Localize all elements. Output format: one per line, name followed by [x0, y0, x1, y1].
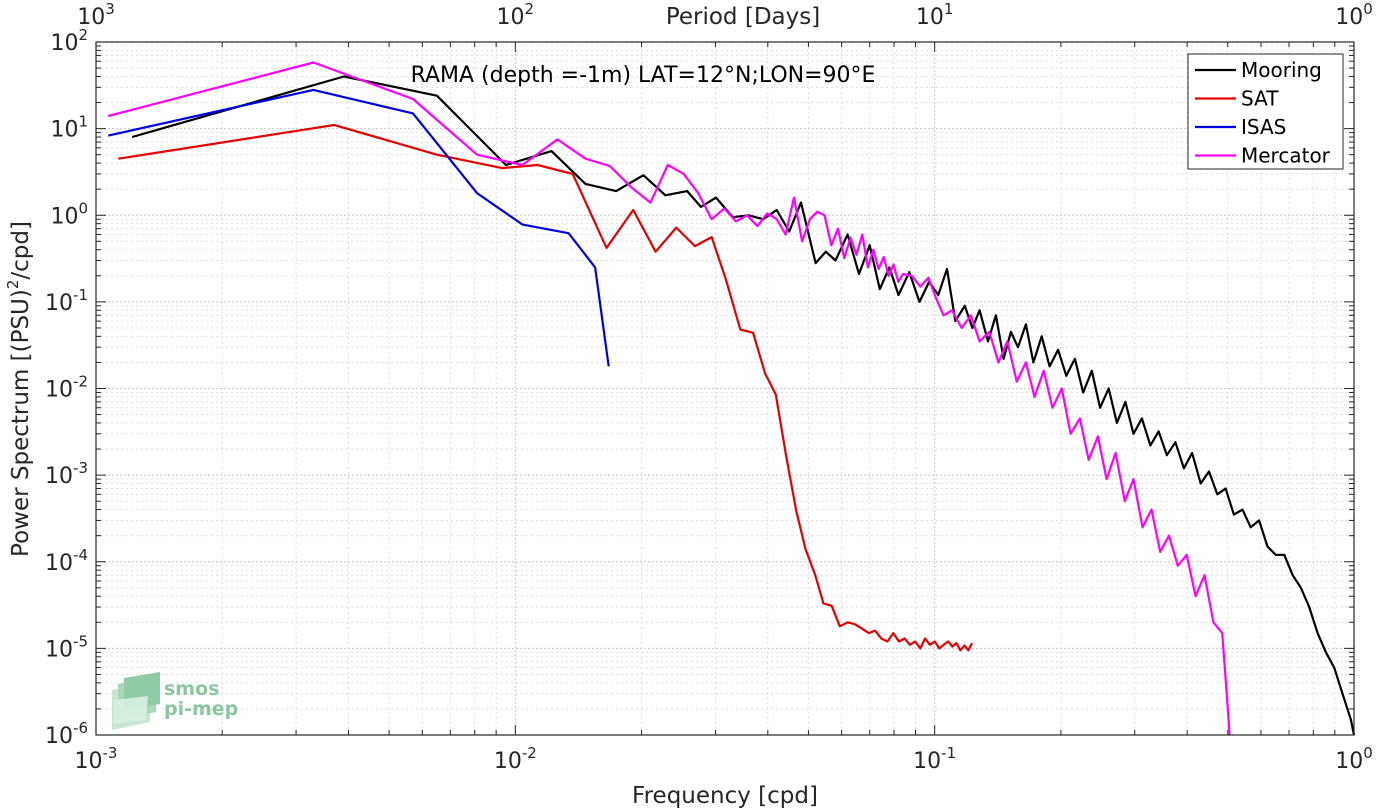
legend-label-sat: SAT — [1241, 87, 1279, 111]
y-tick-label: 102 — [50, 26, 88, 56]
y-tick-label: 10-6 — [45, 719, 88, 749]
legend-label-mooring: Mooring — [1241, 58, 1322, 82]
top-tick-label: 103 — [77, 0, 115, 30]
y-tick-label: 10-4 — [45, 546, 88, 576]
series-line-isas — [108, 88, 610, 367]
legend: Mooring SAT ISAS Mercator — [1187, 53, 1344, 170]
y-tick-label: 10-5 — [45, 632, 88, 662]
x-axis-label: Frequency [cpd] — [632, 783, 818, 809]
logo-text-smos: smos — [164, 678, 219, 700]
top-tick-labels: 103 102 101 100 — [77, 0, 1373, 30]
logo-mark-icon — [112, 672, 160, 730]
legend-box — [1187, 53, 1344, 170]
series-layer — [108, 61, 1356, 736]
series-line-mercator — [108, 61, 1231, 736]
y-tick-label: 10-1 — [45, 286, 88, 316]
x-tick-label: 10-2 — [494, 744, 537, 774]
x-tick-label: 10-1 — [913, 744, 956, 774]
y-axis-label-post: /cpd] — [8, 221, 34, 280]
top-tick-label: 100 — [1335, 0, 1373, 30]
y-tick-labels: 102 101 100 10-1 10-2 10-3 10-4 10-5 10-6 — [45, 26, 88, 749]
x-tick-label: 10-3 — [75, 744, 118, 774]
legend-label-isas: ISAS — [1241, 115, 1286, 139]
y-tick-label: 101 — [50, 113, 88, 143]
y-axis-label: Power Spectrum [(PSU)2/cpd] — [4, 221, 34, 557]
x-tick-label: 100 — [1335, 744, 1373, 774]
y-tick-label: 10-3 — [45, 459, 88, 489]
logo-text-pimep: pi-mep — [164, 698, 238, 720]
series-line-sat — [118, 123, 974, 652]
smos-pimep-logo: smos pi-mep — [112, 672, 238, 730]
y-axis-label-pre: Power Spectrum [(PSU) — [8, 289, 34, 557]
top-tick-label: 102 — [497, 0, 535, 30]
legend-label-mercator: Mercator — [1241, 144, 1331, 168]
y-axis-label-sup: 2 — [4, 280, 22, 290]
tick-marks — [95, 41, 1355, 736]
y-tick-label: 10-2 — [45, 373, 88, 403]
chart-title: RAMA (depth =-1m) LAT=12°N;LON=90°E — [411, 63, 876, 88]
top-axis-label: Period [Days] — [666, 4, 820, 30]
y-tick-label: 100 — [50, 199, 88, 229]
top-tick-label: 101 — [916, 0, 954, 30]
series-line-mooring — [131, 75, 1356, 736]
x-tick-labels: 10-3 10-2 10-1 100 — [75, 744, 1373, 774]
